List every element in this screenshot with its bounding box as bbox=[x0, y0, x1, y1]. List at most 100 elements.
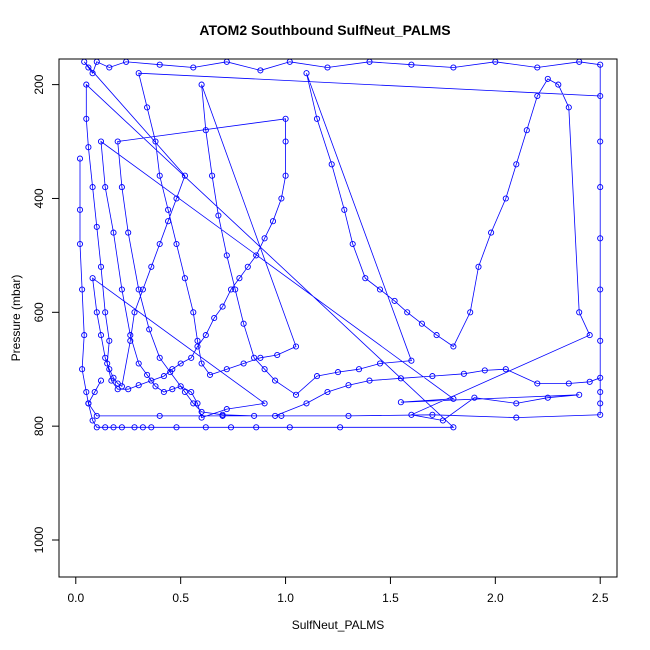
data-point bbox=[194, 337, 201, 344]
data-point bbox=[597, 286, 604, 293]
data-point bbox=[81, 332, 88, 339]
data-point bbox=[236, 275, 243, 282]
data-point bbox=[450, 343, 457, 350]
data-point bbox=[282, 172, 289, 179]
data-point bbox=[89, 70, 96, 77]
data-point bbox=[215, 212, 222, 219]
data-point bbox=[173, 195, 180, 202]
data-point bbox=[261, 400, 268, 407]
data-point bbox=[91, 388, 98, 396]
data-point bbox=[471, 394, 478, 401]
data-point bbox=[135, 70, 142, 77]
data-point bbox=[181, 172, 188, 179]
data-point bbox=[397, 375, 404, 382]
data-point bbox=[450, 395, 457, 402]
data-point bbox=[190, 309, 197, 316]
data-point bbox=[597, 337, 604, 344]
data-point bbox=[223, 406, 230, 413]
data-point bbox=[148, 377, 155, 384]
data-point bbox=[408, 357, 415, 364]
data-point bbox=[467, 309, 474, 316]
data-point bbox=[334, 369, 342, 376]
y-tick-label: 1000 bbox=[32, 526, 46, 553]
data-point bbox=[286, 424, 293, 431]
data-point bbox=[177, 383, 184, 390]
y-tick-label: 200 bbox=[32, 74, 46, 94]
data-point bbox=[513, 161, 520, 168]
y-tick-label: 600 bbox=[32, 302, 46, 322]
data-point bbox=[160, 388, 167, 396]
data-point bbox=[544, 75, 551, 82]
data-point bbox=[597, 374, 604, 381]
data-point bbox=[328, 161, 335, 168]
data-point bbox=[118, 383, 125, 390]
data-point bbox=[190, 400, 197, 407]
data-point bbox=[156, 354, 163, 361]
data-point bbox=[173, 240, 180, 248]
data-point bbox=[139, 286, 146, 293]
data-point bbox=[104, 360, 111, 367]
data-point bbox=[523, 127, 530, 134]
data-point bbox=[131, 424, 138, 431]
data-point bbox=[475, 263, 482, 270]
data-point bbox=[481, 367, 488, 374]
data-point bbox=[181, 388, 188, 396]
data-point bbox=[597, 235, 604, 242]
data-point bbox=[251, 412, 258, 419]
x-tick-label: 0.0 bbox=[67, 591, 84, 605]
plot-marks bbox=[76, 58, 604, 431]
data-point bbox=[439, 417, 446, 424]
data-point bbox=[502, 195, 509, 202]
data-point bbox=[313, 115, 321, 122]
data-point bbox=[219, 303, 226, 310]
data-point bbox=[102, 184, 109, 191]
data-point bbox=[597, 400, 604, 407]
data-point bbox=[586, 332, 593, 339]
data-point bbox=[83, 81, 90, 88]
data-point bbox=[114, 380, 121, 387]
data-point bbox=[362, 275, 369, 282]
data-point bbox=[278, 195, 285, 202]
data-point bbox=[576, 309, 583, 316]
data-point bbox=[240, 320, 247, 327]
data-point bbox=[125, 229, 132, 236]
data-point bbox=[355, 366, 363, 373]
data-point bbox=[345, 382, 352, 389]
data-point bbox=[272, 377, 279, 384]
data-point bbox=[102, 424, 109, 431]
data-point bbox=[194, 343, 201, 350]
data-point bbox=[152, 383, 159, 390]
data-point bbox=[148, 263, 155, 270]
data-point bbox=[597, 184, 604, 191]
data-point bbox=[169, 386, 176, 393]
data-point bbox=[106, 337, 113, 344]
x-tick-label: 1.5 bbox=[382, 591, 399, 605]
data-point bbox=[240, 360, 247, 367]
data-point bbox=[337, 424, 344, 431]
data-point bbox=[110, 229, 117, 236]
data-point bbox=[223, 252, 230, 259]
data-point bbox=[165, 206, 172, 213]
data-point bbox=[106, 64, 113, 71]
data-point bbox=[188, 354, 195, 361]
data-point bbox=[198, 81, 205, 88]
data-point bbox=[102, 354, 109, 361]
data-point bbox=[206, 371, 214, 378]
data-point bbox=[253, 424, 260, 431]
data-point bbox=[211, 314, 218, 322]
x-axis-label: SulfNeut_PALMS bbox=[291, 618, 385, 632]
data-point bbox=[232, 286, 239, 293]
data-point bbox=[127, 332, 134, 339]
data-point bbox=[253, 252, 260, 259]
data-point bbox=[131, 309, 138, 316]
data-point bbox=[418, 320, 425, 327]
data-point bbox=[488, 229, 495, 236]
data-point bbox=[202, 127, 209, 134]
data-point bbox=[194, 400, 201, 407]
data-point bbox=[292, 343, 300, 350]
data-point bbox=[397, 399, 404, 406]
data-point bbox=[597, 138, 604, 145]
data-point bbox=[165, 218, 172, 225]
data-point bbox=[429, 373, 436, 380]
